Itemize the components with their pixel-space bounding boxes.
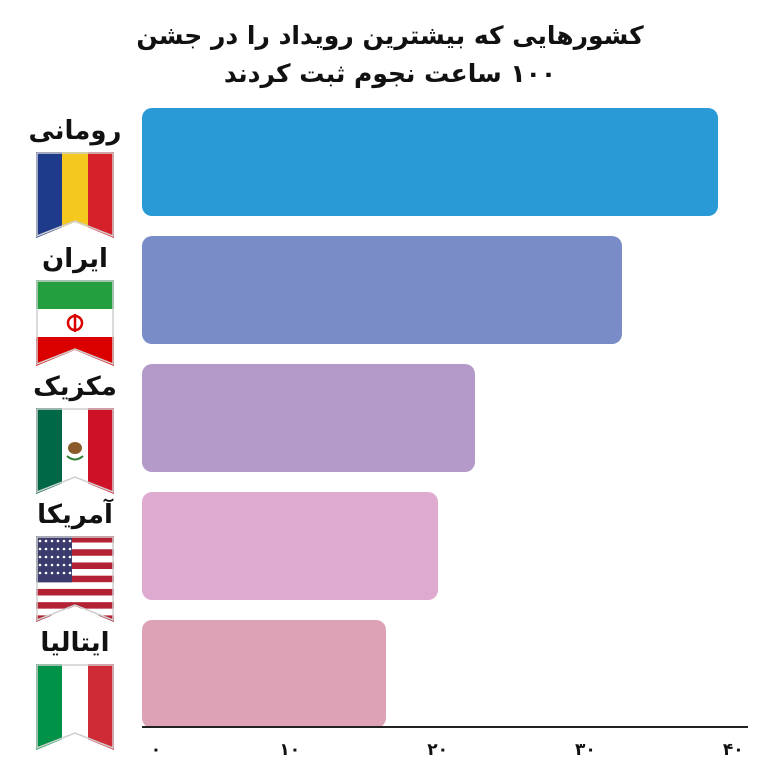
x-tick-label: ۰ — [150, 740, 162, 760]
usa-flag — [36, 536, 114, 622]
x-tick-label: ۱۰ — [279, 740, 301, 760]
bar-5 — [142, 620, 386, 728]
romania-flag — [36, 152, 114, 238]
bar-4 — [142, 492, 438, 600]
bar-1 — [142, 108, 719, 216]
category-label: ایتالیا — [40, 628, 110, 658]
bar-2 — [142, 236, 623, 344]
chart-subtitle: ۱۰۰ ساعت نجوم ثبت کردند — [223, 59, 557, 88]
x-tick-label: ۳۰ — [575, 740, 596, 760]
category-label: آمریکا — [37, 500, 113, 530]
category-label: رومانی — [28, 116, 122, 146]
bar-3 — [142, 364, 475, 472]
chart-title: کشورهایی که بیشترین رویداد را در جشن — [136, 21, 644, 50]
x-tick-label: ۴۰ — [722, 740, 744, 760]
x-tick-label: ۲۰ — [427, 740, 448, 760]
x-axis-line — [142, 726, 748, 728]
italy-flag — [36, 664, 114, 750]
category-label: ایران — [42, 244, 108, 274]
category-label: مکزیک — [33, 372, 117, 402]
mexico-flag — [36, 408, 114, 494]
iran-flag — [36, 280, 114, 366]
